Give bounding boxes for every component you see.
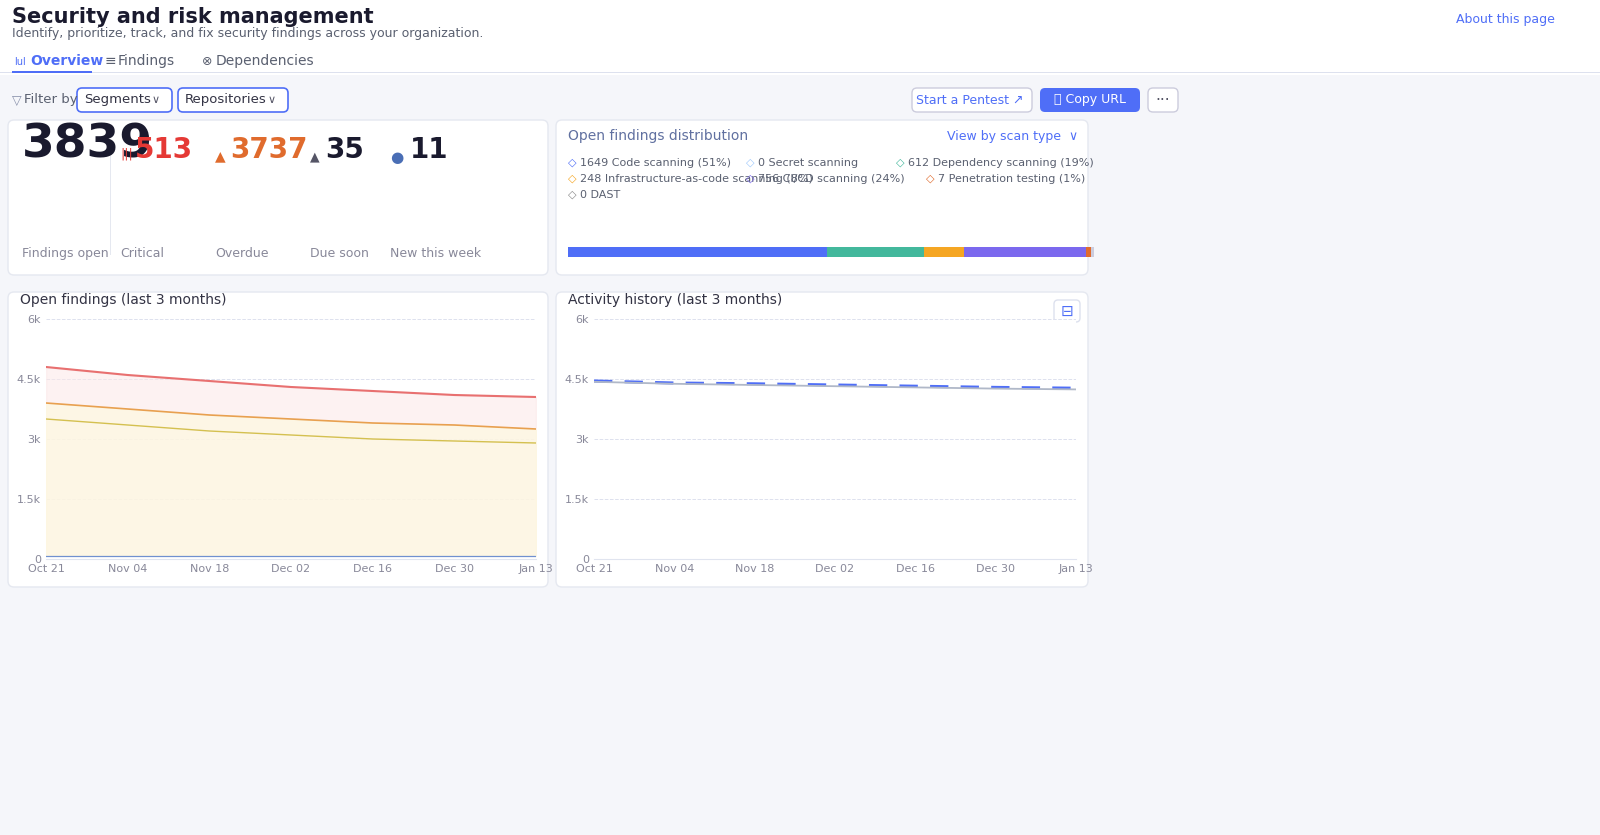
Text: ▽: ▽ <box>13 94 22 107</box>
Text: 11: 11 <box>410 136 448 164</box>
Text: Repositories: Repositories <box>186 94 267 107</box>
Text: ◇: ◇ <box>568 190 576 200</box>
Bar <box>827 247 923 257</box>
Text: ≡: ≡ <box>106 54 117 68</box>
Text: Filter by: Filter by <box>24 94 78 107</box>
Text: 0 Secret scanning: 0 Secret scanning <box>758 158 858 168</box>
Text: 756 CI/CD scanning (24%): 756 CI/CD scanning (24%) <box>758 174 904 184</box>
FancyBboxPatch shape <box>557 120 1088 275</box>
Bar <box>13 71 93 73</box>
Text: 35: 35 <box>325 136 363 164</box>
Text: ⊟: ⊟ <box>1061 303 1074 318</box>
Text: ⧉ Copy URL: ⧉ Copy URL <box>1054 94 1126 107</box>
Text: 7 Penetration testing (1%): 7 Penetration testing (1%) <box>938 174 1085 184</box>
Text: ◇: ◇ <box>746 174 755 184</box>
Text: ∨: ∨ <box>152 95 160 105</box>
FancyBboxPatch shape <box>77 88 173 112</box>
FancyBboxPatch shape <box>912 88 1032 112</box>
Text: 3737: 3737 <box>230 136 307 164</box>
Text: ◇: ◇ <box>746 158 755 168</box>
Text: 0 DAST: 0 DAST <box>579 190 621 200</box>
Text: Critical: Critical <box>120 247 165 260</box>
Text: Findings open: Findings open <box>22 247 109 260</box>
Text: ∨: ∨ <box>269 95 277 105</box>
Text: |||: ||| <box>120 148 133 161</box>
Bar <box>965 247 1086 257</box>
Text: ···: ··· <box>1155 93 1170 108</box>
Text: Due soon: Due soon <box>310 247 370 260</box>
FancyBboxPatch shape <box>1054 300 1080 322</box>
Text: Identify, prioritize, track, and fix security findings across your organization.: Identify, prioritize, track, and fix sec… <box>13 27 483 40</box>
Bar <box>568 247 827 257</box>
Text: ●: ● <box>390 150 403 165</box>
Text: ◇: ◇ <box>568 158 576 168</box>
Text: Start a Pentest ↗: Start a Pentest ↗ <box>917 94 1024 107</box>
Text: lul: lul <box>14 57 26 67</box>
Text: Activity history (last 3 months): Activity history (last 3 months) <box>568 293 782 307</box>
Text: ◇: ◇ <box>926 174 934 184</box>
Text: ◇: ◇ <box>896 158 904 168</box>
Text: ▲: ▲ <box>310 150 320 163</box>
Bar <box>1086 247 1091 257</box>
Text: ⊗: ⊗ <box>202 55 213 68</box>
Text: Findings: Findings <box>118 54 174 68</box>
Text: ◇: ◇ <box>568 174 576 184</box>
FancyBboxPatch shape <box>8 292 547 587</box>
Text: About this page: About this page <box>1456 13 1555 26</box>
Text: 1649 Code scanning (51%): 1649 Code scanning (51%) <box>579 158 731 168</box>
Text: 513: 513 <box>134 136 194 164</box>
Text: 3839: 3839 <box>22 123 154 168</box>
Text: Dependencies: Dependencies <box>216 54 315 68</box>
Text: 248 Infrastructure-as-code scanning (8%): 248 Infrastructure-as-code scanning (8%) <box>579 174 813 184</box>
Text: ▲: ▲ <box>214 149 226 163</box>
Bar <box>1091 247 1094 257</box>
Text: Open findings (last 3 months): Open findings (last 3 months) <box>19 293 227 307</box>
FancyBboxPatch shape <box>8 120 547 275</box>
FancyBboxPatch shape <box>557 292 1088 587</box>
Text: Overview: Overview <box>30 54 104 68</box>
FancyBboxPatch shape <box>1149 88 1178 112</box>
FancyBboxPatch shape <box>178 88 288 112</box>
Text: New this week: New this week <box>390 247 482 260</box>
Bar <box>923 247 965 257</box>
Text: Segments: Segments <box>83 94 150 107</box>
Text: View by scan type  ∨: View by scan type ∨ <box>947 130 1078 143</box>
Bar <box>0 0 1600 75</box>
Text: Overdue: Overdue <box>214 247 269 260</box>
FancyBboxPatch shape <box>1040 88 1139 112</box>
Text: Open findings distribution: Open findings distribution <box>568 129 749 143</box>
Text: 612 Dependency scanning (19%): 612 Dependency scanning (19%) <box>909 158 1094 168</box>
Text: Security and risk management: Security and risk management <box>13 7 374 27</box>
Bar <box>0 72 1600 73</box>
